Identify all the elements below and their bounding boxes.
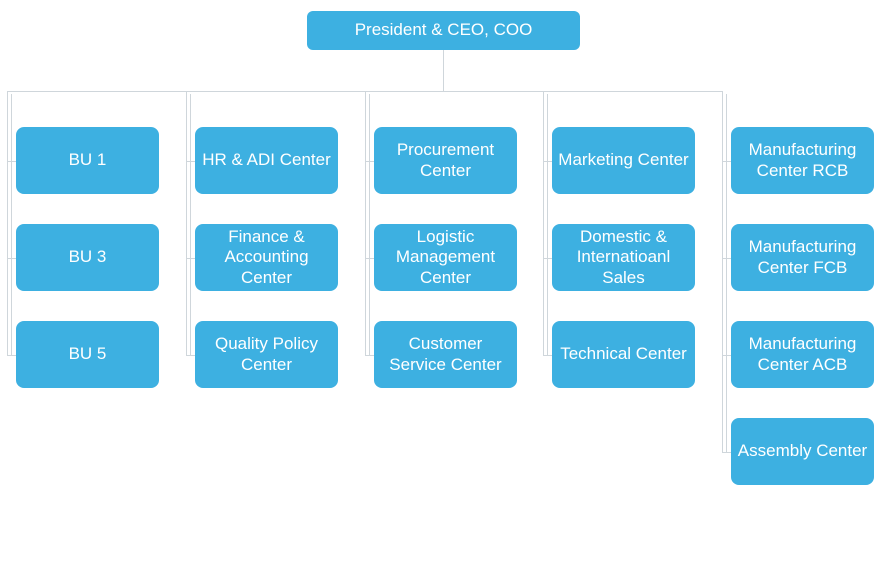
connector-line (365, 355, 374, 356)
connector-line (722, 258, 731, 259)
connector-line (543, 258, 552, 259)
connector-line (722, 452, 731, 453)
connector-line (190, 94, 191, 355)
connector-line (365, 91, 366, 355)
connector-line (443, 50, 444, 91)
org-node-4-1: Manufacturing Center FCB (731, 224, 874, 291)
org-node-2-1: Logistic Management Center (374, 224, 517, 291)
connector-line (543, 355, 552, 356)
org-node-2-2: Customer Service Center (374, 321, 517, 388)
org-chart: President & CEO, COO BU 1 BU 3 BU 5 HR & ADI… (0, 0, 877, 579)
org-node-3-1: Domestic & Internatioanl Sales (552, 224, 695, 291)
connector-line (543, 91, 544, 355)
connector-line (7, 355, 16, 356)
connector-line (722, 91, 723, 452)
org-node-1-2: Quality Policy Center (195, 321, 338, 388)
org-node-4-3: Assembly Center (731, 418, 874, 485)
connector-line (543, 161, 552, 162)
org-node-1-0: HR & ADI Center (195, 127, 338, 194)
org-node-1-1: Finance & Accounting Center (195, 224, 338, 291)
connector-line (726, 94, 727, 452)
connector-line (547, 94, 548, 355)
connector-line (186, 91, 187, 355)
org-node-0-1: BU 3 (16, 224, 159, 291)
connector-line (186, 355, 195, 356)
connector-line (7, 91, 8, 355)
org-node-4-2: Manufacturing Center ACB (731, 321, 874, 388)
org-node-2-0: Procurement Center (374, 127, 517, 194)
connector-line (7, 161, 16, 162)
org-node-3-0: Marketing Center (552, 127, 695, 194)
connector-line (722, 355, 731, 356)
connector-line (369, 94, 370, 355)
connector-line (365, 161, 374, 162)
connector-line (186, 161, 195, 162)
connector-line (7, 258, 16, 259)
root-node: President & CEO, COO (307, 11, 580, 50)
org-node-0-0: BU 1 (16, 127, 159, 194)
connector-line (11, 94, 12, 355)
connector-line (365, 258, 374, 259)
org-node-3-2: Technical Center (552, 321, 695, 388)
org-node-0-2: BU 5 (16, 321, 159, 388)
connector-line (186, 258, 195, 259)
connector-line (722, 161, 731, 162)
org-node-4-0: Manufacturing Center RCB (731, 127, 874, 194)
